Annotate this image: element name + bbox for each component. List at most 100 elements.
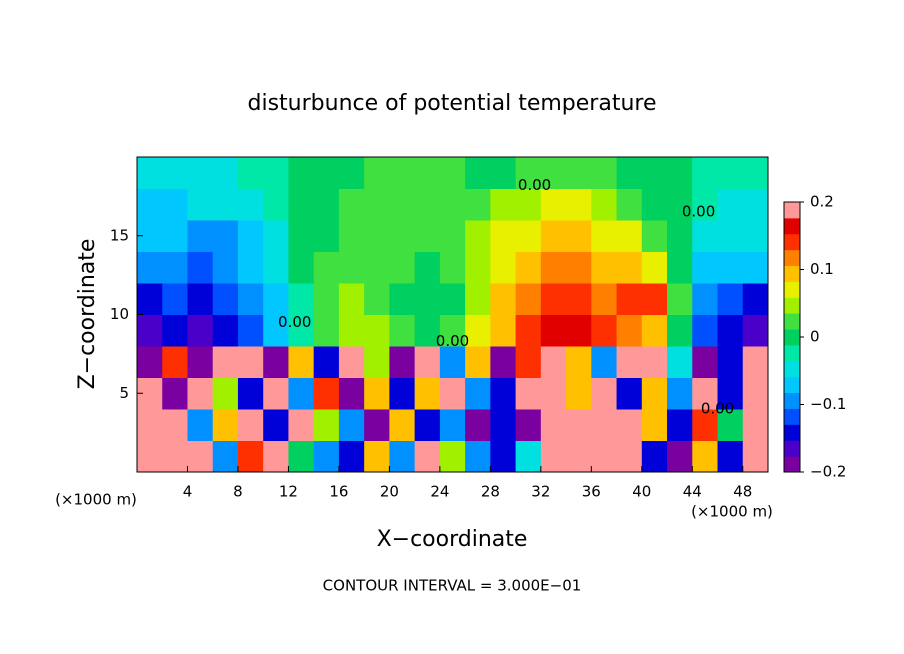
cell [566,409,592,441]
cell [137,283,163,315]
cell [212,314,239,347]
cell [389,157,416,189]
cell [540,377,567,410]
cell [389,440,416,473]
cell [692,314,719,347]
cell [212,220,239,252]
cell [237,157,264,189]
x-tick-label: 8 [233,483,243,501]
colorbar-segment [784,281,800,298]
cell [338,377,365,410]
cell [490,346,517,378]
x-tick-label: 32 [531,483,550,501]
cell [389,377,416,410]
colorbar-segment [784,360,800,378]
cell [414,377,441,410]
cell [490,188,517,221]
cell [540,283,567,315]
cell [414,188,441,221]
cell [566,251,592,284]
cell [162,283,188,315]
cell [465,220,491,252]
cell [591,157,618,189]
cell [540,346,567,378]
cell [465,409,491,441]
cell [540,188,567,221]
cell [162,251,188,284]
colorbar-tick-label: −0.1 [810,395,846,413]
cell [717,314,744,347]
cell [490,220,517,252]
cell [591,440,618,473]
cell [263,283,289,315]
cell [338,409,365,441]
cell [742,346,769,378]
cell [187,220,214,252]
contour-label: 0.00 [278,313,311,331]
cell [515,188,542,221]
cell [389,283,416,315]
contour-label: 0.00 [518,176,551,194]
cell [263,188,289,221]
cell [616,346,643,378]
x-tick-label: 20 [380,483,399,501]
cell [263,409,289,441]
cell [616,377,643,410]
cell [414,220,441,252]
cell [742,188,769,221]
cell [288,251,315,284]
colorbar-segment [784,202,800,219]
cell [566,188,592,221]
y-tick-label: 5 [119,384,129,402]
cell [641,346,668,378]
cell [313,283,340,315]
x-tick-label: 48 [733,483,752,501]
cell [263,157,289,189]
cell [641,220,668,252]
colorbar-tick-label: 0.2 [810,193,834,211]
cell [288,440,315,473]
colorbar-segment [784,344,800,362]
cell [667,346,693,378]
cell [439,251,466,284]
cell [641,314,668,347]
cell [187,283,214,315]
cell [717,188,744,221]
cell [338,346,365,378]
cell [313,251,340,284]
cell [338,188,365,221]
cell [465,188,491,221]
cell [566,377,592,410]
colorbar-segment [784,297,800,314]
cell [667,440,693,473]
cell [692,409,719,441]
cell [692,157,719,189]
colorbar-tick-label: 0 [810,328,820,346]
cell [187,157,214,189]
cell [616,283,643,315]
cell [540,314,567,347]
cell [313,346,340,378]
colorbar-segment [784,440,800,457]
cell [742,314,769,347]
cell [187,377,214,410]
contour-label: 0.00 [436,332,469,350]
cell [338,220,365,252]
cell [616,251,643,284]
cell [641,251,668,284]
colorbar-tick-label: −0.2 [810,463,846,481]
cell [237,440,264,473]
cell [667,220,693,252]
cell [187,314,214,347]
cell [288,283,315,315]
cell [439,346,466,378]
cell [692,220,719,252]
cell [465,283,491,315]
cell [313,157,340,189]
cell [338,283,365,315]
cell [742,220,769,252]
cell [540,220,567,252]
x-unit: (×1000 m) [691,503,773,521]
cell [212,283,239,315]
